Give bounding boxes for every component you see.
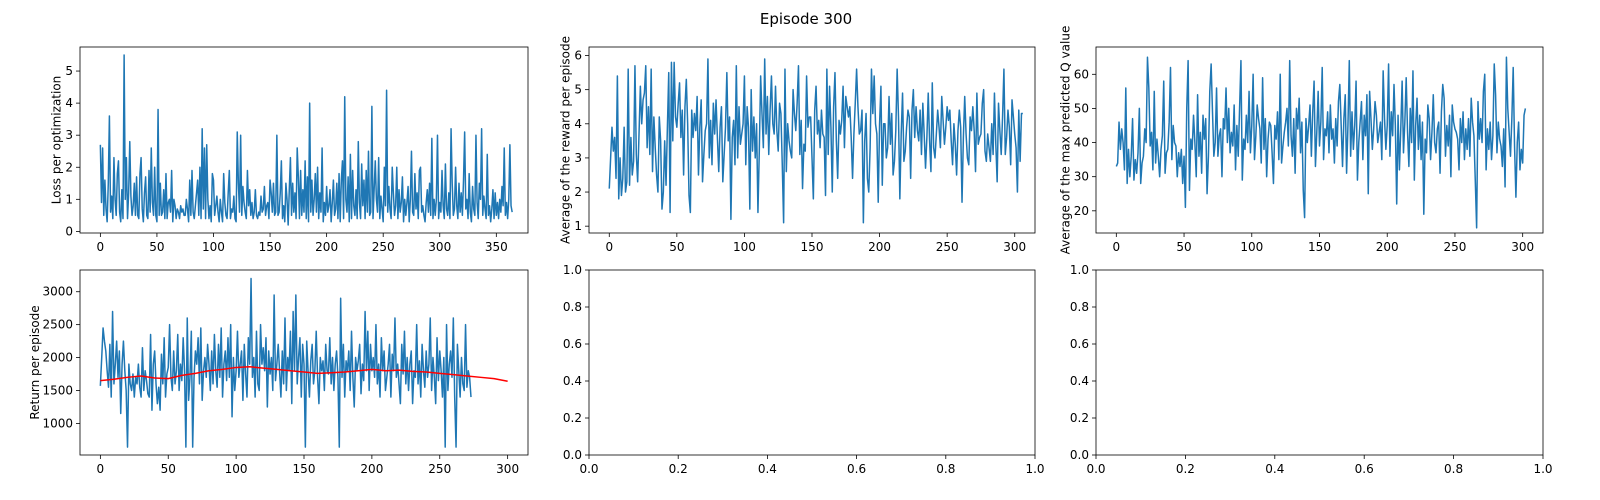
y-tick-label: 20 [1074, 204, 1089, 218]
y-tick-label: 60 [1074, 67, 1089, 81]
x-tick-label: 250 [428, 462, 451, 476]
y-tick-label: 40 [1074, 136, 1089, 150]
x-tick-label: 0.2 [1176, 462, 1195, 476]
x-tick-label: 200 [868, 240, 891, 254]
y-tick-label: 1.0 [1070, 263, 1089, 277]
y-axis-label: Average of the max predicted Q value [1058, 26, 1072, 255]
x-tick-label: 300 [1511, 240, 1534, 254]
x-tick-label: 0.8 [1444, 462, 1463, 476]
y-axis-label: Loss per optimization [50, 76, 64, 205]
x-tick-label: 300 [496, 462, 519, 476]
y-tick-label: 0.4 [1070, 374, 1089, 388]
series-line-return-0 [99, 277, 472, 448]
y-tick-label: 3 [65, 128, 73, 142]
y-tick-label: 3000 [42, 285, 73, 299]
series-line-loss-0 [99, 54, 513, 226]
x-tick-label: 0.0 [579, 462, 598, 476]
x-tick-label: 100 [1240, 240, 1263, 254]
y-tick-label: 1 [574, 219, 582, 233]
y-tick-label: 5 [65, 64, 73, 78]
x-tick-label: 0 [605, 240, 613, 254]
x-tick-label: 50 [1176, 240, 1191, 254]
y-tick-label: 1500 [42, 383, 73, 397]
x-tick-label: 300 [428, 240, 451, 254]
x-tick-label: 0.2 [669, 462, 688, 476]
y-tick-label: 2 [574, 185, 582, 199]
x-tick-label: 100 [225, 462, 248, 476]
x-tick-label: 250 [936, 240, 959, 254]
y-tick-label: 4 [574, 117, 582, 131]
x-tick-label: 1.0 [1533, 462, 1552, 476]
x-tick-label: 0.0 [1086, 462, 1105, 476]
figure-suptitle: Episode 300 [760, 10, 852, 28]
y-tick-label: 0.8 [563, 300, 582, 314]
y-tick-label: 0.4 [563, 374, 582, 388]
y-tick-label: 0.6 [563, 337, 582, 351]
y-tick-label: 2500 [42, 318, 73, 332]
series-line-avg-reward-0 [608, 58, 1023, 224]
x-tick-label: 1.0 [1025, 462, 1044, 476]
x-tick-label: 200 [360, 462, 383, 476]
x-tick-label: 350 [485, 240, 508, 254]
y-tick-label: 50 [1074, 101, 1089, 115]
y-tick-label: 6 [574, 49, 582, 63]
x-tick-label: 150 [259, 240, 282, 254]
x-tick-label: 300 [1003, 240, 1026, 254]
x-tick-label: 0 [97, 240, 105, 254]
x-tick-label: 250 [372, 240, 395, 254]
y-tick-label: 1000 [42, 416, 73, 430]
x-tick-label: 0.6 [847, 462, 866, 476]
x-tick-label: 200 [1376, 240, 1399, 254]
series-line-return-1 [100, 366, 508, 382]
y-tick-label: 0.2 [1070, 411, 1089, 425]
x-tick-label: 0 [97, 462, 105, 476]
x-tick-label: 50 [149, 240, 164, 254]
y-tick-label: 3 [574, 151, 582, 165]
x-tick-label: 50 [669, 240, 684, 254]
y-tick-label: 0.2 [563, 411, 582, 425]
y-tick-label: 2000 [42, 351, 73, 365]
x-tick-label: 200 [315, 240, 338, 254]
x-tick-label: 0.8 [936, 462, 955, 476]
y-tick-label: 1 [65, 192, 73, 206]
axes-frame [79, 46, 529, 234]
y-tick-label: 0 [65, 224, 73, 238]
y-tick-label: 30 [1074, 170, 1089, 184]
y-tick-label: 0.6 [1070, 337, 1089, 351]
axes-empty-2: 0.0 0.2 0.4 0.6 0.8 1.0 0.0 0.2 0.4 0.6 0.8 1.0 [1070, 263, 1553, 476]
y-axis-label: Return per episode [28, 305, 42, 419]
y-tick-label: 0.8 [1070, 300, 1089, 314]
y-tick-label: 5 [574, 83, 582, 97]
x-tick-label: 100 [202, 240, 225, 254]
series-line-max-q-0 [1115, 56, 1527, 229]
x-tick-label: 150 [1308, 240, 1331, 254]
y-tick-label: 0.0 [563, 448, 582, 462]
axes-empty-1: 0.0 0.2 0.4 0.6 0.8 1.0 0.0 0.2 0.4 0.6 0.8 1.0 [563, 263, 1045, 476]
y-tick-label: 2 [65, 160, 73, 174]
y-axis-label: Average of the reward per episode [559, 36, 573, 244]
x-tick-label: 0 [1112, 240, 1120, 254]
x-tick-label: 0.4 [758, 462, 777, 476]
x-tick-label: 250 [1444, 240, 1467, 254]
x-tick-label: 150 [801, 240, 824, 254]
x-tick-label: 0.6 [1355, 462, 1374, 476]
x-tick-label: 150 [293, 462, 316, 476]
axes-return: 0 50 100 150 200 250 300 1000 1500 2000 2500 3000Re… [28, 269, 529, 476]
axes-frame [1095, 269, 1544, 456]
y-tick-label: 4 [65, 96, 73, 110]
x-tick-label: 100 [733, 240, 756, 254]
y-tick-label: 1.0 [563, 263, 582, 277]
x-tick-label: 0.4 [1265, 462, 1284, 476]
y-tick-label: 0.0 [1070, 448, 1089, 462]
x-tick-label: 50 [161, 462, 176, 476]
axes-frame [588, 269, 1036, 456]
